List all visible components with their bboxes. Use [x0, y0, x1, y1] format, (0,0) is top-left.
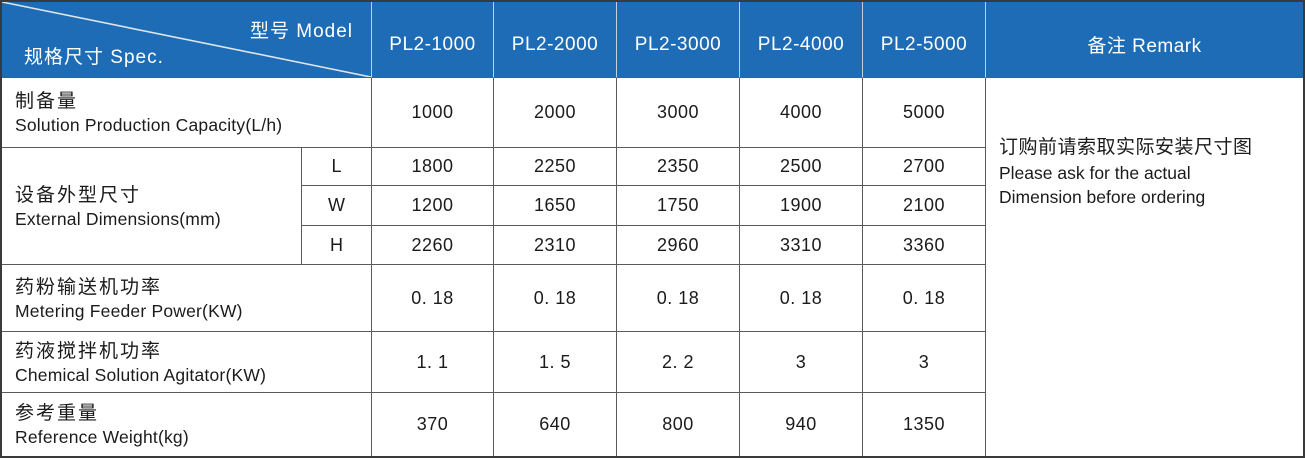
row-label-en: Chemical Solution Agitator(KW) [15, 364, 267, 385]
dim-w-value-0: 1200 [372, 186, 494, 226]
feeder-value-2: 0. 18 [617, 265, 740, 332]
dim-l-value-1: 2250 [494, 148, 617, 186]
row-label-agitator-power: 药液搅拌机功率 Chemical Solution Agitator(KW) [2, 332, 372, 393]
dim-h-value-2: 2960 [617, 226, 740, 265]
row-label-en: Metering Feeder Power(KW) [15, 300, 243, 321]
dim-h-value-0: 2260 [372, 226, 494, 265]
capacity-value-2: 3000 [617, 78, 740, 148]
capacity-value-4: 5000 [863, 78, 986, 148]
remark-cell: 订购前请索取实际安装尺寸图 Please ask for the actual … [986, 78, 1303, 456]
corner-header-cell: 型号 Model 规格尺寸 Spec. [2, 2, 372, 78]
feeder-value-3: 0. 18 [740, 265, 863, 332]
dim-l-value-3: 2500 [740, 148, 863, 186]
dimension-l-row: 设备外型尺寸 External Dimensions(mm) L 1800 22… [2, 148, 1303, 265]
remark-text-zh: 订购前请索取实际安装尺寸图 [999, 137, 1253, 158]
weight-value-3: 940 [740, 393, 863, 456]
model-header-label: 型号 Model [249, 21, 353, 42]
remark-text-en-line2: Dimension before ordering [999, 187, 1206, 207]
agitator-value-1: 1. 5 [494, 332, 617, 393]
capacity-row: 制备量 Solution Production Capacity(L/h) 10… [2, 78, 1303, 207]
diagonal-divider-line [2, 2, 371, 77]
dimension-h-row: H 2260 2310 2960 3310 3360 [2, 226, 1303, 265]
dim-sub-label-l: L [302, 148, 372, 186]
agitator-power-row: 药液搅拌机功率 Chemical Solution Agitator(KW) 1… [2, 332, 1303, 393]
agitator-value-3: 3 [740, 332, 863, 393]
model-column-header-pl2-2000: PL2-2000 [494, 2, 617, 78]
weight-value-1: 640 [494, 393, 617, 456]
row-label-en: Solution Production Capacity(L/h) [15, 115, 283, 135]
agitator-value-4: 3 [863, 332, 986, 393]
row-label-zh: 设备外型尺寸 [15, 184, 142, 206]
capacity-value-0: 1000 [372, 78, 494, 148]
dim-h-value-4: 3360 [863, 226, 986, 265]
dim-h-value-3: 3310 [740, 226, 863, 265]
dim-w-value-2: 1750 [617, 186, 740, 226]
dim-w-value-3: 1900 [740, 186, 863, 226]
row-label-zh: 制备量 [15, 91, 79, 112]
row-label-dimensions: 设备外型尺寸 External Dimensions(mm) [2, 148, 302, 265]
row-label-feeder-power: 药粉输送机功率 Metering Feeder Power(KW) [2, 265, 372, 332]
row-label-en: External Dimensions(mm) [15, 208, 221, 229]
feeder-value-1: 0. 18 [494, 265, 617, 332]
spec-header-label: 规格尺寸 Spec. [24, 47, 164, 68]
dim-l-value-2: 2350 [617, 148, 740, 186]
row-label-zh: 药粉输送机功率 [15, 276, 163, 298]
weight-value-0: 370 [372, 393, 494, 456]
row-label-reference-weight: 参考重量 Reference Weight(kg) [2, 393, 372, 456]
dim-w-value-4: 2100 [863, 186, 986, 226]
dim-sub-label-h: H [302, 226, 372, 265]
dim-h-value-1: 2310 [494, 226, 617, 265]
dim-l-value-4: 2700 [863, 148, 986, 186]
reference-weight-row: 参考重量 Reference Weight(kg) 370 640 800 94… [2, 393, 1303, 456]
dim-l-value-0: 1800 [372, 148, 494, 186]
row-label-en: Reference Weight(kg) [15, 427, 189, 447]
row-label-capacity: 制备量 Solution Production Capacity(L/h) [2, 78, 372, 148]
dim-w-value-1: 1650 [494, 186, 617, 226]
agitator-value-2: 2. 2 [617, 332, 740, 393]
header-row: 型号 Model 规格尺寸 Spec. PL2-1000 PL2-2000 PL… [2, 2, 1303, 78]
capacity-value-3: 4000 [740, 78, 863, 148]
feeder-value-0: 0. 18 [372, 265, 494, 332]
feeder-power-row: 药粉输送机功率 Metering Feeder Power(KW) 0. 18 … [2, 265, 1303, 332]
model-column-header-pl2-1000: PL2-1000 [372, 2, 494, 78]
remark-text-en-line1: Please ask for the actual [999, 163, 1191, 183]
agitator-value-0: 1. 1 [372, 332, 494, 393]
remark-column-header: 备注 Remark [986, 2, 1303, 78]
dimension-w-row: W 1200 1650 1750 1900 2100 [2, 186, 1303, 226]
model-column-header-pl2-4000: PL2-4000 [740, 2, 863, 78]
row-label-zh: 参考重量 [15, 403, 100, 424]
weight-value-2: 800 [617, 393, 740, 456]
capacity-value-1: 2000 [494, 78, 617, 148]
model-column-header-pl2-3000: PL2-3000 [617, 2, 740, 78]
feeder-value-4: 0. 18 [863, 265, 986, 332]
row-label-zh: 药液搅拌机功率 [15, 340, 163, 362]
weight-value-4: 1350 [863, 393, 986, 456]
dim-sub-label-w: W [302, 186, 372, 226]
model-column-header-pl2-5000: PL2-5000 [863, 2, 986, 78]
